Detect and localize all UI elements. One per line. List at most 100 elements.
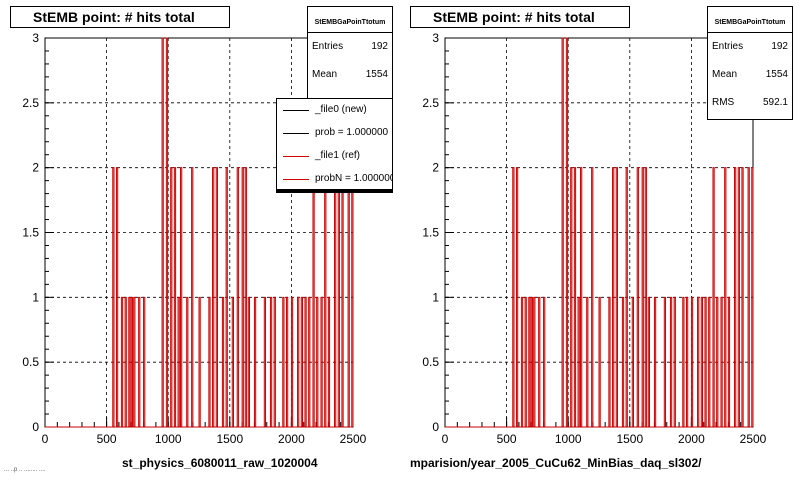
stats-row-entries: Entries 192 [708, 33, 792, 61]
histogram-bin [178, 297, 179, 427]
histogram-bin [134, 297, 135, 427]
x-tick-label: 2000 [278, 432, 305, 446]
histogram-bin [578, 297, 579, 427]
histogram-bin [192, 168, 193, 427]
y-tick-label: 2 [32, 161, 39, 175]
y-tick-label: 0 [32, 420, 39, 434]
histogram-bin [599, 297, 600, 427]
histogram-bin [674, 297, 675, 427]
x-tick-label: 1500 [216, 432, 243, 446]
histogram-bin [131, 297, 132, 427]
legend-entry-file0: _file0 (new) [277, 99, 392, 122]
x-tick-label: 500 [497, 432, 517, 446]
histogram-bin [248, 297, 249, 427]
histogram-bin [539, 297, 540, 427]
histogram-bin [525, 297, 526, 427]
y-tick-label: 2.5 [22, 96, 39, 110]
histogram-bin [529, 297, 530, 427]
histogram-bin [286, 297, 287, 427]
histogram-bin [129, 297, 130, 427]
histogram-bin [738, 168, 739, 427]
histogram-bin [752, 168, 753, 427]
histogram-bin [348, 168, 349, 427]
histogram-series [45, 37, 354, 428]
histogram-bin [222, 297, 223, 427]
stats-mean-label: Mean [712, 69, 738, 80]
histogram-bin [162, 38, 163, 427]
histogram-bin [544, 297, 545, 427]
legend-entry-file1: _file1 (ref) [277, 145, 392, 168]
legend-swatch [283, 133, 309, 134]
footer-text: ... ..p .. ........ .... [4, 467, 46, 473]
y-tick-label: 1 [432, 290, 439, 304]
legend-swatch [283, 179, 309, 180]
stats-name: StEMBGaPoinTtotum [708, 7, 792, 33]
histogram-bin [226, 168, 227, 427]
histogram-bin [317, 297, 318, 427]
x-axis-label-right: mparision/year_2005_CuCu62_MinBias_daq_s… [410, 456, 702, 470]
histogram-bin [301, 297, 302, 427]
stats-mean-value: 1554 [365, 69, 388, 80]
stats-mean-value: 1554 [765, 69, 788, 80]
histogram-plot-right: 0 0.5 1 1.5 2 2.5 3 0 500 1000 1500 2000 2500 [422, 31, 766, 446]
y-tick-label: 0 [432, 420, 439, 434]
y-tick-label: 1 [32, 290, 39, 304]
histogram-bin [187, 297, 188, 427]
histogram-bin [139, 297, 140, 427]
histogram-bin [654, 297, 655, 427]
stats-name: StEMBGaPoinTtotum [308, 7, 392, 33]
histogram-bin [626, 168, 627, 427]
histogram-bin [713, 168, 714, 427]
stats-mean-label: Mean [312, 69, 338, 80]
histogram-bin [683, 297, 684, 427]
stats-rms-label: RMS [712, 97, 735, 108]
histogram-bin [516, 168, 517, 427]
histogram-bin [298, 297, 299, 427]
x-tick-label: 500 [97, 432, 117, 446]
x-tick-label: 1500 [616, 432, 643, 446]
histogram-bin [637, 168, 638, 427]
legend-label: _file1 (ref) [315, 150, 361, 161]
histogram-title-left: StEMB point: # hits total [10, 6, 230, 28]
legend-entry-probn: probN = 1.000000 [277, 168, 392, 191]
y-tick-label: 0.5 [422, 355, 439, 369]
histogram-bin [216, 168, 217, 427]
histogram-bin [531, 297, 532, 427]
histogram-series [445, 37, 754, 428]
histogram-pad-left: 0 0.5 1 1.5 2 2.5 3 0 500 1000 1500 2000 2500 StEMB … [4, 6, 393, 473]
legend-swatch [283, 110, 309, 111]
histogram-bin [321, 297, 322, 427]
histogram-bin [342, 168, 343, 427]
stats-entries-label: Entries [312, 41, 344, 52]
histogram-bin [521, 297, 522, 427]
histogram-bin [245, 168, 246, 427]
legend-box: _file0 (new) prob = 1.000000 _file1 (ref… [276, 98, 393, 193]
stats-box-right: StEMBGaPoinTtotum Entries 192 Mean 1554 … [707, 6, 793, 120]
histogram-bin [664, 297, 665, 427]
histogram-bin [264, 297, 265, 427]
histogram-bin [325, 168, 326, 427]
histogram-bin [335, 168, 336, 427]
histogram-bin [242, 168, 243, 427]
histogram-bin [270, 297, 271, 427]
x-tick-label: 0 [42, 432, 49, 446]
stats-row-rms: RMS 592.1 [708, 89, 792, 117]
histogram-bin [748, 168, 749, 427]
histogram-bin [717, 297, 718, 427]
histogram-bin [622, 297, 623, 427]
histogram-bin [237, 168, 238, 427]
histogram-bin [232, 297, 233, 427]
histogram-plot-left: 0 0.5 1 1.5 2 2.5 3 0 500 1000 1500 2000 2500 [22, 31, 366, 446]
histogram-bin [587, 297, 588, 427]
histogram-bin [686, 297, 687, 427]
histogram-bin [613, 168, 614, 427]
stats-row-mean: Mean 1554 [708, 61, 792, 89]
histogram-title-right: StEMB point: # hits total [410, 6, 630, 28]
histogram-pad-right: 0 0.5 1 1.5 2 2.5 3 0 500 1000 1500 2000 2500 StEMB … [400, 0, 800, 480]
y-tick-label: 3 [32, 31, 39, 45]
histogram-bin [616, 168, 617, 427]
histogram-bin [199, 297, 200, 427]
histogram-bin [116, 168, 117, 427]
histogram-bin [670, 297, 671, 427]
stats-row-mean: Mean 1554 [308, 61, 392, 89]
